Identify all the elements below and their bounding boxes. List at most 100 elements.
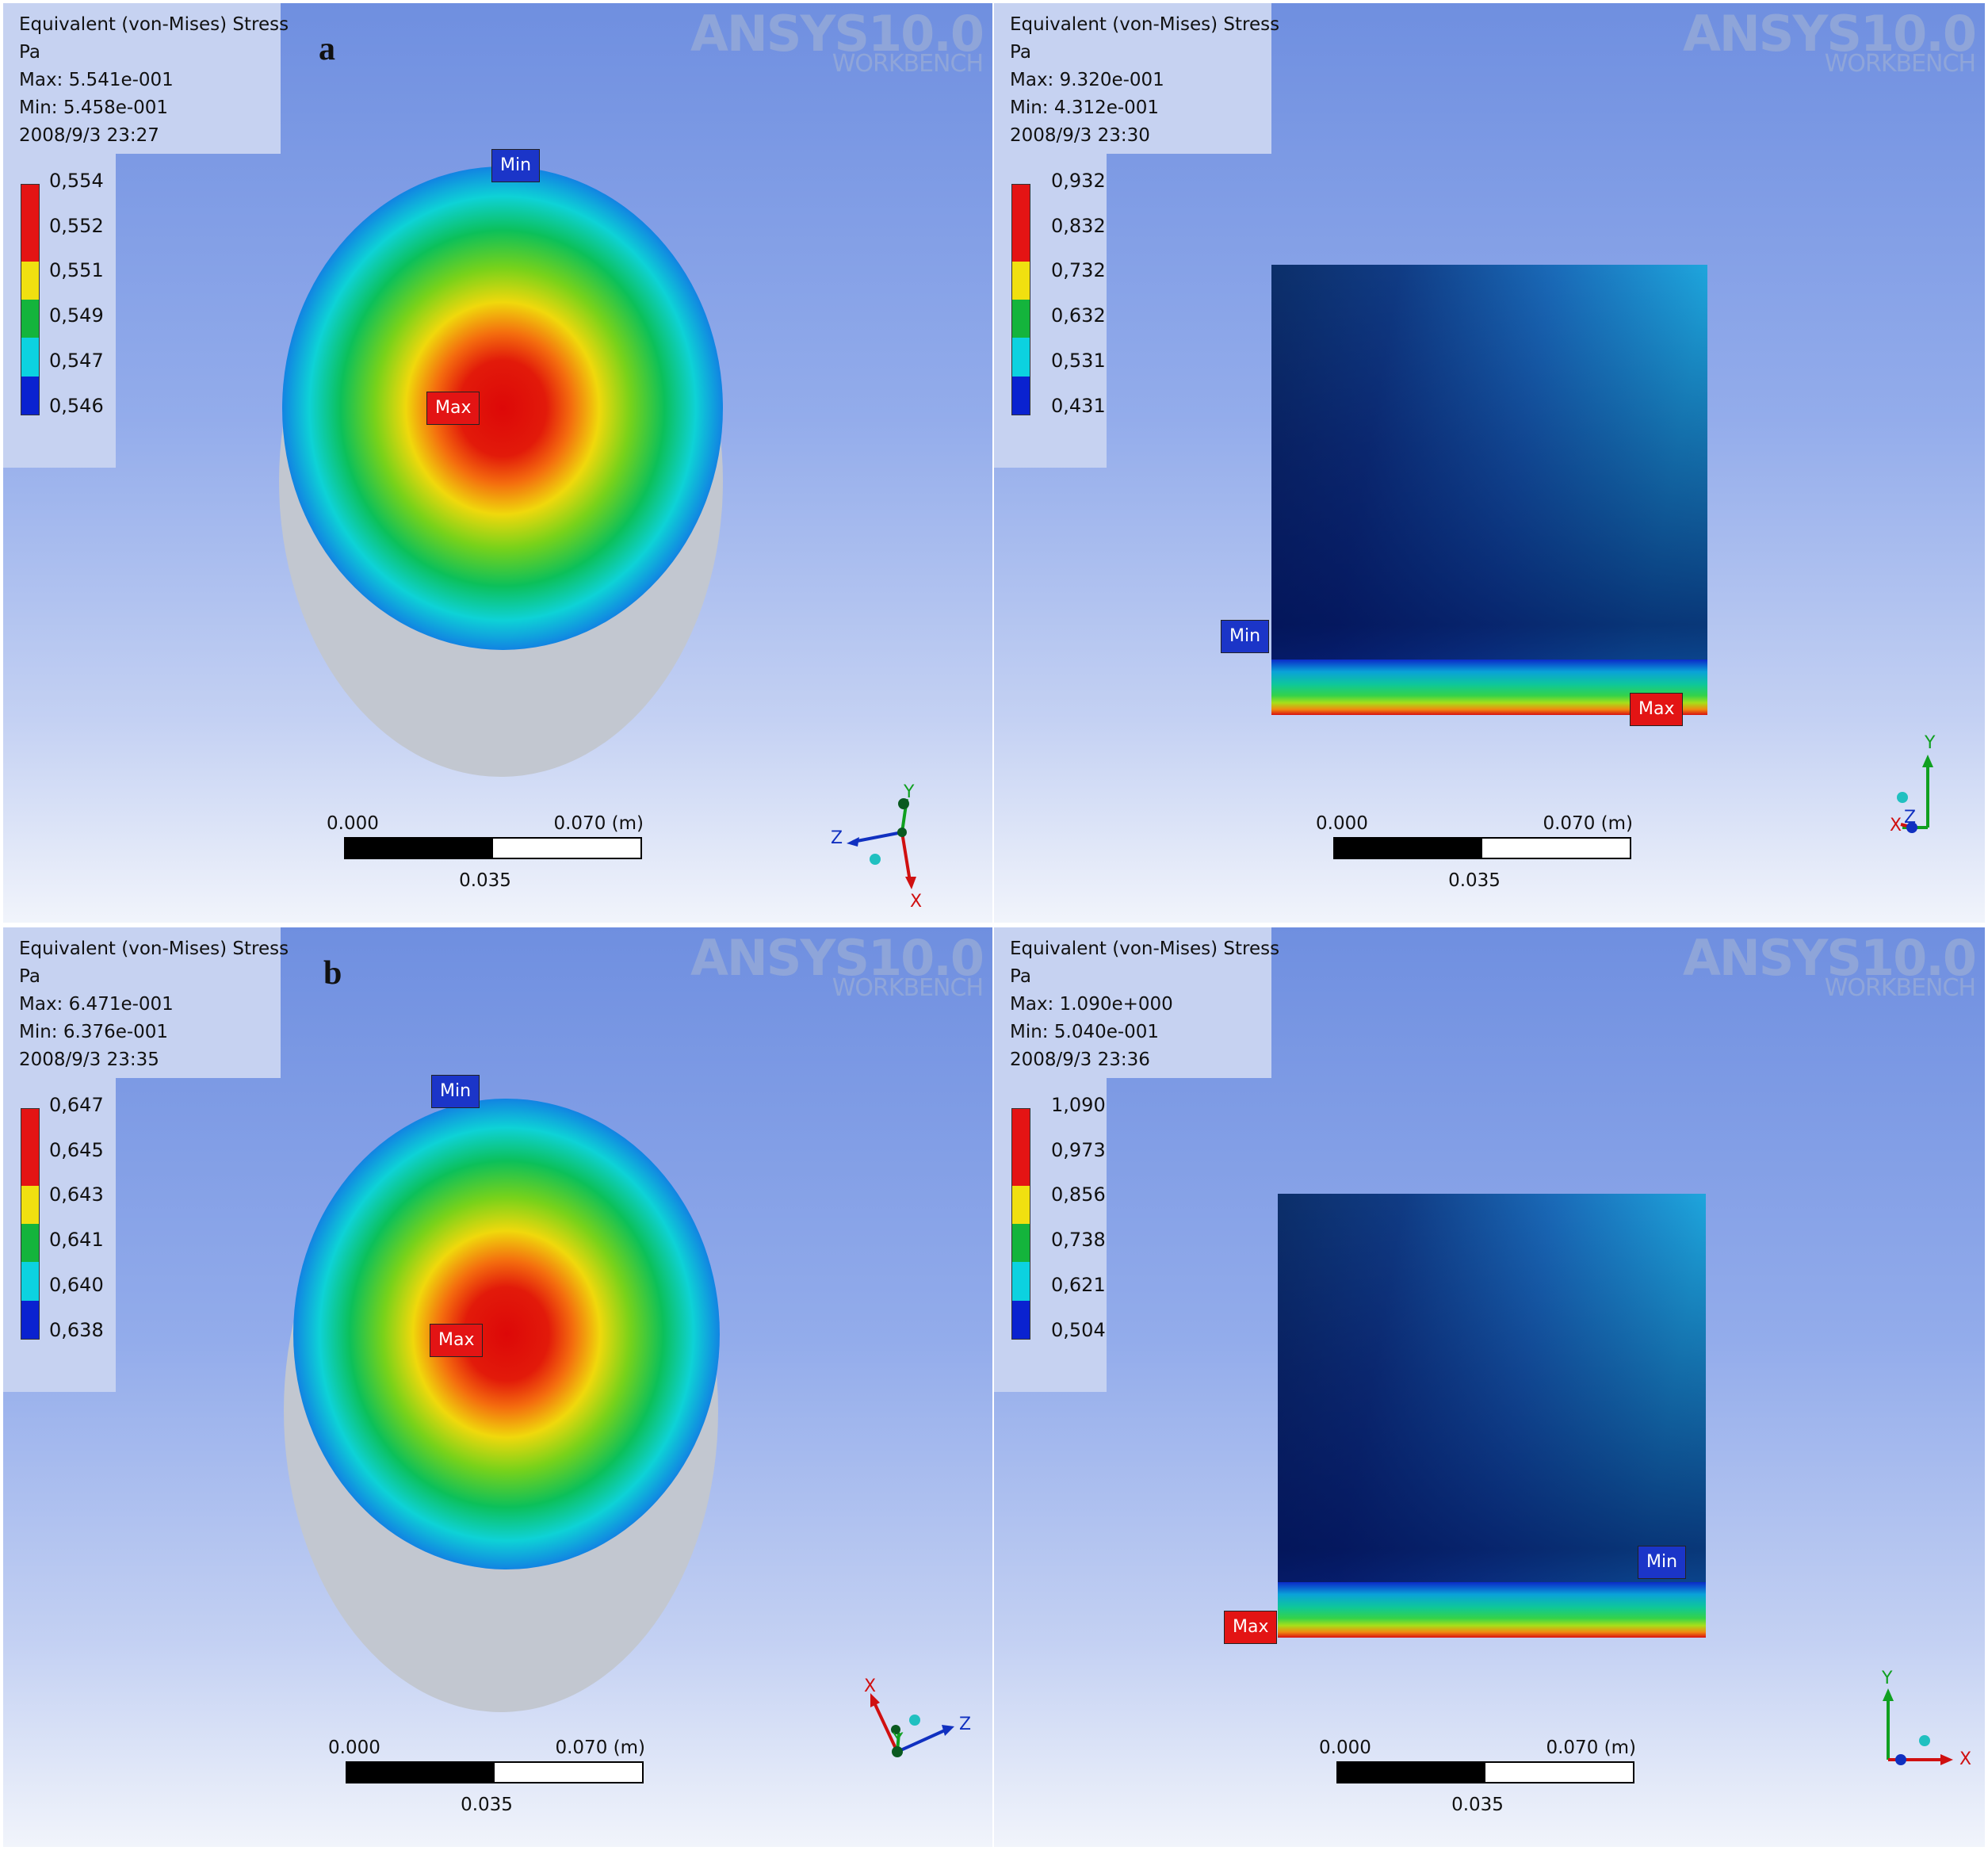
legend-timestamp: 2008/9/3 23:30 — [1010, 125, 1150, 146]
legend-tick: 0,546 — [49, 395, 104, 417]
axis-triad[interactable]: X Z Y — [851, 1657, 978, 1780]
stress-contour-block[interactable] — [1278, 1194, 1706, 1638]
legend-tick: 0,531 — [1051, 350, 1106, 372]
panel-label: b — [323, 955, 342, 992]
legend-tick: 0,551 — [49, 259, 104, 281]
axis-label-y: Y — [892, 1730, 904, 1750]
legend-timestamp: 2008/9/3 23:27 — [19, 125, 159, 146]
max-marker[interactable]: Max — [1630, 693, 1684, 726]
ansys-watermark: ANSYS10.0 WORKBENCH — [690, 5, 984, 78]
legend-min: Min: 5.040e-001 — [1010, 1022, 1160, 1042]
legend-timestamp: 2008/9/3 23:35 — [19, 1049, 159, 1070]
axis-label-x: X — [1959, 1749, 1971, 1769]
legend-title: Equivalent (von-Mises) Stress — [1010, 939, 1280, 959]
legend-tick: 0,552 — [49, 215, 104, 237]
scale-end: 0.070 (m) — [1543, 813, 1633, 834]
legend-tick: 1,090 — [1051, 1094, 1106, 1116]
viewport-panel-b[interactable]: ANSYS10.0 WORKBENCH Equivalent (von-Mise… — [3, 927, 992, 1847]
legend-tick: 0,738 — [1051, 1229, 1106, 1251]
min-marker[interactable]: Min — [1221, 620, 1270, 653]
scale-middle: 0.035 — [1448, 870, 1501, 891]
legend-tick: 0,431 — [1051, 395, 1106, 417]
legend-tick: 0,973 — [1051, 1139, 1106, 1161]
legend-unit: Pa — [19, 966, 40, 987]
stress-contour-disk[interactable] — [282, 166, 723, 650]
scale-middle: 0.035 — [461, 1795, 513, 1815]
panel-label: a — [319, 31, 335, 67]
legend-tick: 0,832 — [1051, 215, 1106, 237]
scale-start: 0.000 — [1316, 813, 1368, 834]
legend-tick: 0,621 — [1051, 1274, 1106, 1296]
scale-bar: 0.000 0.070 (m) 0.035 — [1316, 813, 1633, 908]
scale-end: 0.070 (m) — [555, 1738, 645, 1758]
max-marker[interactable]: Max — [426, 392, 480, 425]
color-scale-bar — [21, 1108, 40, 1340]
scale-bar: 0.000 0.070 (m) 0.035 — [1319, 1738, 1636, 1833]
legend-unit: Pa — [19, 42, 40, 63]
axis-label-y: Y — [903, 782, 915, 802]
axis-label-y: Y — [1924, 733, 1936, 753]
color-scale-bar — [1011, 1108, 1030, 1340]
scale-bar: 0.000 0.070 (m) 0.035 — [327, 813, 644, 908]
scale-end: 0.070 (m) — [553, 813, 644, 834]
legend-tick: 0,640 — [49, 1274, 104, 1296]
legend-tick: 0,632 — [1051, 304, 1106, 327]
legend-tick: 0,504 — [1051, 1319, 1106, 1341]
legend-tick: 0,856 — [1051, 1183, 1106, 1206]
max-marker[interactable]: Max — [1224, 1611, 1278, 1644]
legend-tick: 0,647 — [49, 1094, 104, 1116]
scale-start: 0.000 — [1319, 1738, 1371, 1758]
axis-label-y: Y — [1881, 1669, 1893, 1688]
legend-title: Equivalent (von-Mises) Stress — [19, 939, 289, 959]
legend-min: Min: 5.458e-001 — [19, 97, 169, 118]
legend-tick: 0,732 — [1051, 259, 1106, 281]
scale-end: 0.070 (m) — [1546, 1738, 1636, 1758]
min-marker[interactable]: Min — [431, 1075, 480, 1108]
legend-title: Equivalent (von-Mises) Stress — [1010, 14, 1280, 35]
viewport-panel-a-side[interactable]: ANSYS10.0 WORKBENCH Equivalent (von-Mise… — [994, 3, 1985, 923]
legend-unit: Pa — [1010, 966, 1031, 987]
legend-timestamp: 2008/9/3 23:36 — [1010, 1049, 1150, 1070]
axis-label-x: X — [864, 1676, 876, 1696]
legend-unit: Pa — [1010, 42, 1031, 63]
viewport-panel-a[interactable]: ANSYS10.0 WORKBENCH Equivalent (von-Mise… — [3, 3, 992, 923]
ansys-watermark: ANSYS10.0 WORKBENCH — [1682, 5, 1977, 78]
axis-triad[interactable]: Y X Z — [1826, 724, 1945, 847]
axis-label-x: X — [910, 892, 922, 912]
min-marker[interactable]: Min — [491, 149, 541, 182]
legend-tick: 0,554 — [49, 170, 104, 192]
max-marker[interactable]: Max — [430, 1324, 484, 1357]
stress-contour-disk[interactable] — [293, 1099, 720, 1569]
axis-triad[interactable]: Y Z X — [815, 782, 934, 919]
color-scale-bar — [1011, 184, 1030, 415]
legend-tick: 0,645 — [49, 1139, 104, 1161]
legend-tick: 0,643 — [49, 1183, 104, 1206]
legend-max: Max: 1.090e+000 — [1010, 994, 1173, 1015]
legend-min: Min: 6.376e-001 — [19, 1022, 169, 1042]
legend-tick: 0,549 — [49, 304, 104, 327]
stress-contour-block[interactable] — [1271, 265, 1707, 715]
ansys-watermark: ANSYS10.0 WORKBENCH — [690, 929, 984, 1002]
legend-min: Min: 4.312e-001 — [1010, 97, 1160, 118]
scale-start: 0.000 — [327, 813, 379, 834]
min-marker[interactable]: Min — [1638, 1546, 1687, 1579]
legend-max: Max: 6.471e-001 — [19, 994, 174, 1015]
ansys-watermark: ANSYS10.0 WORKBENCH — [1682, 929, 1977, 1002]
axis-label-z: Z — [959, 1715, 971, 1734]
axis-label-x: X — [1890, 816, 1902, 835]
color-scale-bar — [21, 184, 40, 415]
scale-start: 0.000 — [328, 1738, 380, 1758]
legend-tick: 0,547 — [49, 350, 104, 372]
scale-middle: 0.035 — [1451, 1795, 1504, 1815]
legend-title: Equivalent (von-Mises) Stress — [19, 14, 289, 35]
legend-tick: 0,638 — [49, 1319, 104, 1341]
legend-max: Max: 9.320e-001 — [1010, 70, 1164, 90]
legend-tick: 0,932 — [1051, 170, 1106, 192]
legend-tick: 0,641 — [49, 1229, 104, 1251]
scale-bar: 0.000 0.070 (m) 0.035 — [328, 1738, 645, 1833]
scale-middle: 0.035 — [459, 870, 511, 891]
axis-triad[interactable]: Y X — [1842, 1649, 1977, 1772]
axis-label-z: Z — [1904, 808, 1916, 828]
viewport-panel-b-side[interactable]: ANSYS10.0 WORKBENCH Equivalent (von-Mise… — [994, 927, 1985, 1847]
axis-label-z: Z — [831, 828, 843, 848]
